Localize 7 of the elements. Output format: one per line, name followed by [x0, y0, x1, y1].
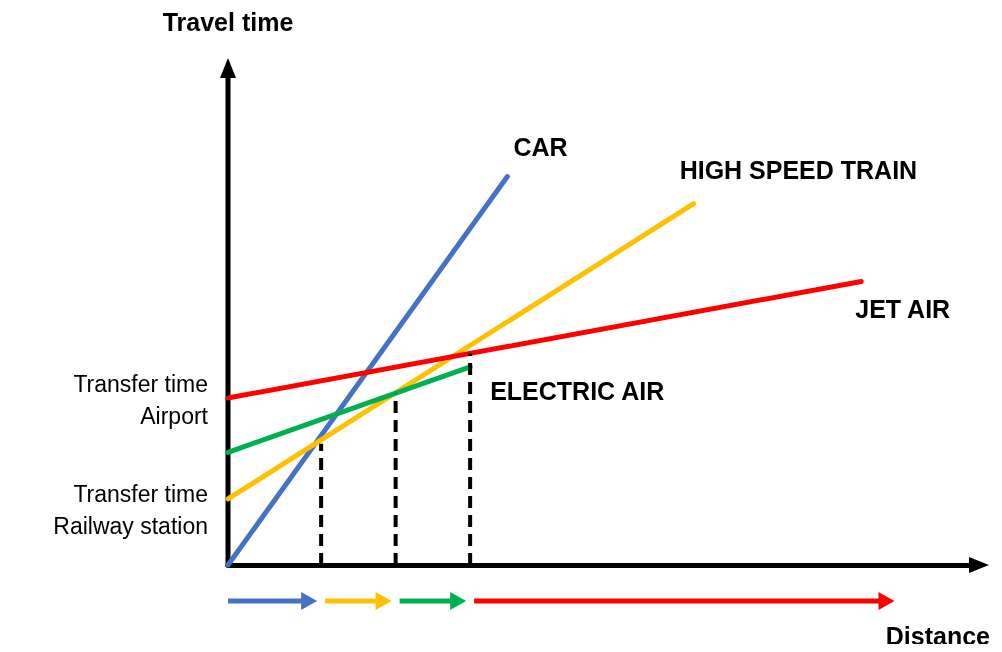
series-label: HIGH SPEED TRAIN — [679, 155, 918, 184]
text: Transfer time Airport — [73, 371, 209, 429]
series-label: ELECTRIC AIR — [490, 376, 665, 405]
text: Travel time — [162, 8, 294, 36]
series-label: CAR — [513, 132, 568, 161]
series-label: JET AIR — [855, 295, 951, 324]
text: Transfer time Railway station — [53, 481, 208, 539]
